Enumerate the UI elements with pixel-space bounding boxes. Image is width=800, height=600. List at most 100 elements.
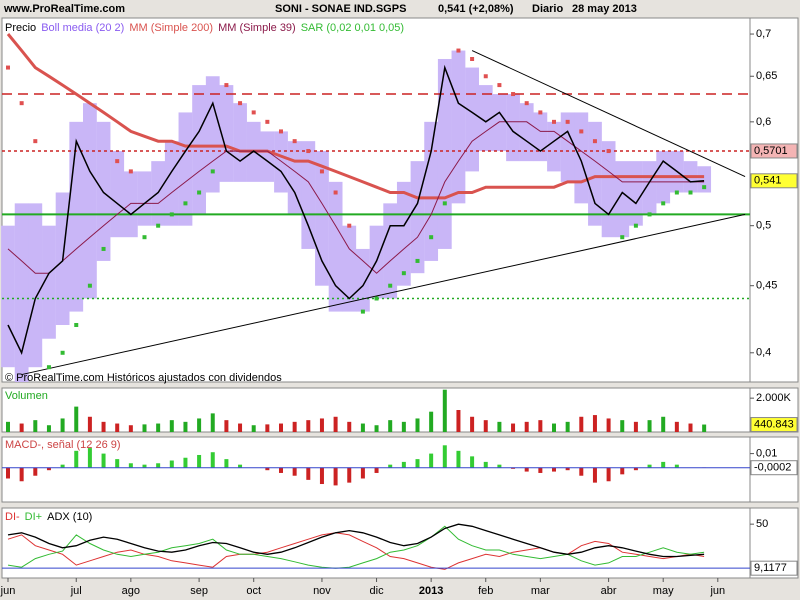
sar-dot: [524, 101, 529, 106]
y-tick-label: 0,6: [756, 116, 771, 128]
volume-bar: [306, 420, 311, 432]
legend-entry: MM (Simple 200): [129, 22, 213, 34]
macd-bar: [156, 463, 161, 468]
volume-bar: [579, 416, 584, 432]
sar-dot: [169, 212, 174, 217]
sar-dot: [674, 190, 679, 195]
note: © ProRealTime.com Históricos ajustados c…: [5, 372, 282, 384]
macd-bar: [565, 467, 570, 471]
bollinger-band: [533, 112, 548, 162]
bollinger-band: [410, 161, 425, 274]
bollinger-band: [560, 112, 575, 182]
volume-bar: [620, 420, 625, 432]
volume-bar: [74, 406, 79, 432]
bollinger-band: [14, 203, 29, 382]
volume-bar: [115, 423, 120, 432]
volume-bar: [483, 420, 488, 432]
panel-title: Volumen: [5, 390, 48, 402]
y-tick-label: 50: [756, 518, 768, 530]
volume-bar: [606, 418, 611, 432]
sar-dot: [511, 92, 516, 97]
x-tick-label: jun: [709, 585, 725, 597]
macd-bar: [169, 460, 174, 468]
bollinger-band: [697, 166, 712, 193]
volume-bar: [60, 418, 65, 432]
bollinger-band: [383, 203, 398, 299]
volume-bar: [360, 423, 365, 432]
bollinger-band: [396, 181, 411, 286]
y-tick-label: 0,01: [756, 448, 777, 460]
dmi-line: [7, 532, 705, 570]
site: www.ProRealTime.com: [3, 3, 125, 15]
sar-dot: [579, 129, 584, 134]
sar-dot: [470, 56, 475, 61]
bollinger-band: [28, 203, 43, 368]
sar-dot: [442, 201, 447, 206]
macd-bar: [87, 448, 92, 468]
volume-bar: [292, 421, 297, 432]
macd-bar: [19, 467, 24, 482]
volume-bar: [183, 421, 188, 432]
x-tick-label: nov: [313, 585, 331, 597]
volume-bar: [169, 420, 174, 432]
legend-entry: DI-: [5, 511, 20, 523]
volume-bar: [19, 423, 24, 432]
sar-dot: [456, 48, 461, 53]
x-tick-label: abr: [601, 585, 617, 597]
price-box: [750, 460, 798, 476]
volume-bar: [442, 389, 447, 432]
volume-bar: [265, 424, 270, 432]
volume-bar: [33, 420, 38, 432]
volume-bar: [647, 420, 652, 432]
macd-bar: [456, 450, 461, 468]
trend-line: [21, 213, 746, 376]
sar-dot: [388, 283, 393, 288]
sar-dot: [197, 190, 202, 195]
sar-dot: [606, 149, 611, 154]
volume-bar: [415, 418, 420, 432]
bollinger-band: [1, 225, 15, 368]
x-tick-label: 2013: [419, 585, 443, 597]
sar-dot: [552, 119, 556, 124]
sar-dot: [661, 201, 666, 206]
bollinger-band: [465, 67, 479, 172]
bollinger-band: [574, 112, 589, 204]
volume-bar: [347, 421, 352, 432]
macd-bar: [647, 464, 652, 468]
price-box: [750, 173, 798, 189]
volume-bar: [238, 423, 243, 432]
x-tick-label: dic: [370, 585, 385, 597]
volume-bar: [429, 411, 434, 432]
macd-bar: [579, 467, 584, 476]
sar-dot: [565, 119, 570, 124]
sar-dot: [156, 223, 161, 228]
volume-bar: [142, 424, 147, 432]
macd-bar: [633, 467, 638, 471]
sar-dot: [538, 110, 543, 115]
sar-dot: [306, 149, 311, 154]
sar-dot: [374, 296, 379, 301]
price-label: 0,541: [754, 175, 782, 187]
sar-dot: [265, 119, 270, 124]
volume-bar: [210, 413, 215, 432]
y-tick-label: 0,5: [756, 220, 771, 232]
panel: [1, 507, 799, 579]
macd-bar: [60, 464, 65, 468]
macd-bar: [388, 464, 393, 468]
macd-bar: [333, 467, 338, 486]
sar-dot: [238, 101, 243, 106]
volume-bar: [388, 420, 393, 432]
bollinger-band: [137, 171, 152, 226]
bollinger-band: [192, 85, 206, 215]
macd-bar: [592, 467, 597, 483]
sar-dot: [401, 271, 406, 276]
macd-bar: [46, 467, 51, 471]
macd-bar: [128, 463, 133, 468]
sar-dot: [6, 65, 10, 70]
price-label: 0,5701: [754, 145, 788, 157]
bollinger-band: [233, 103, 247, 182]
price-box: [750, 417, 798, 433]
volume-bar: [374, 425, 379, 432]
bollinger-band: [601, 141, 616, 238]
bollinger-band: [83, 103, 97, 299]
